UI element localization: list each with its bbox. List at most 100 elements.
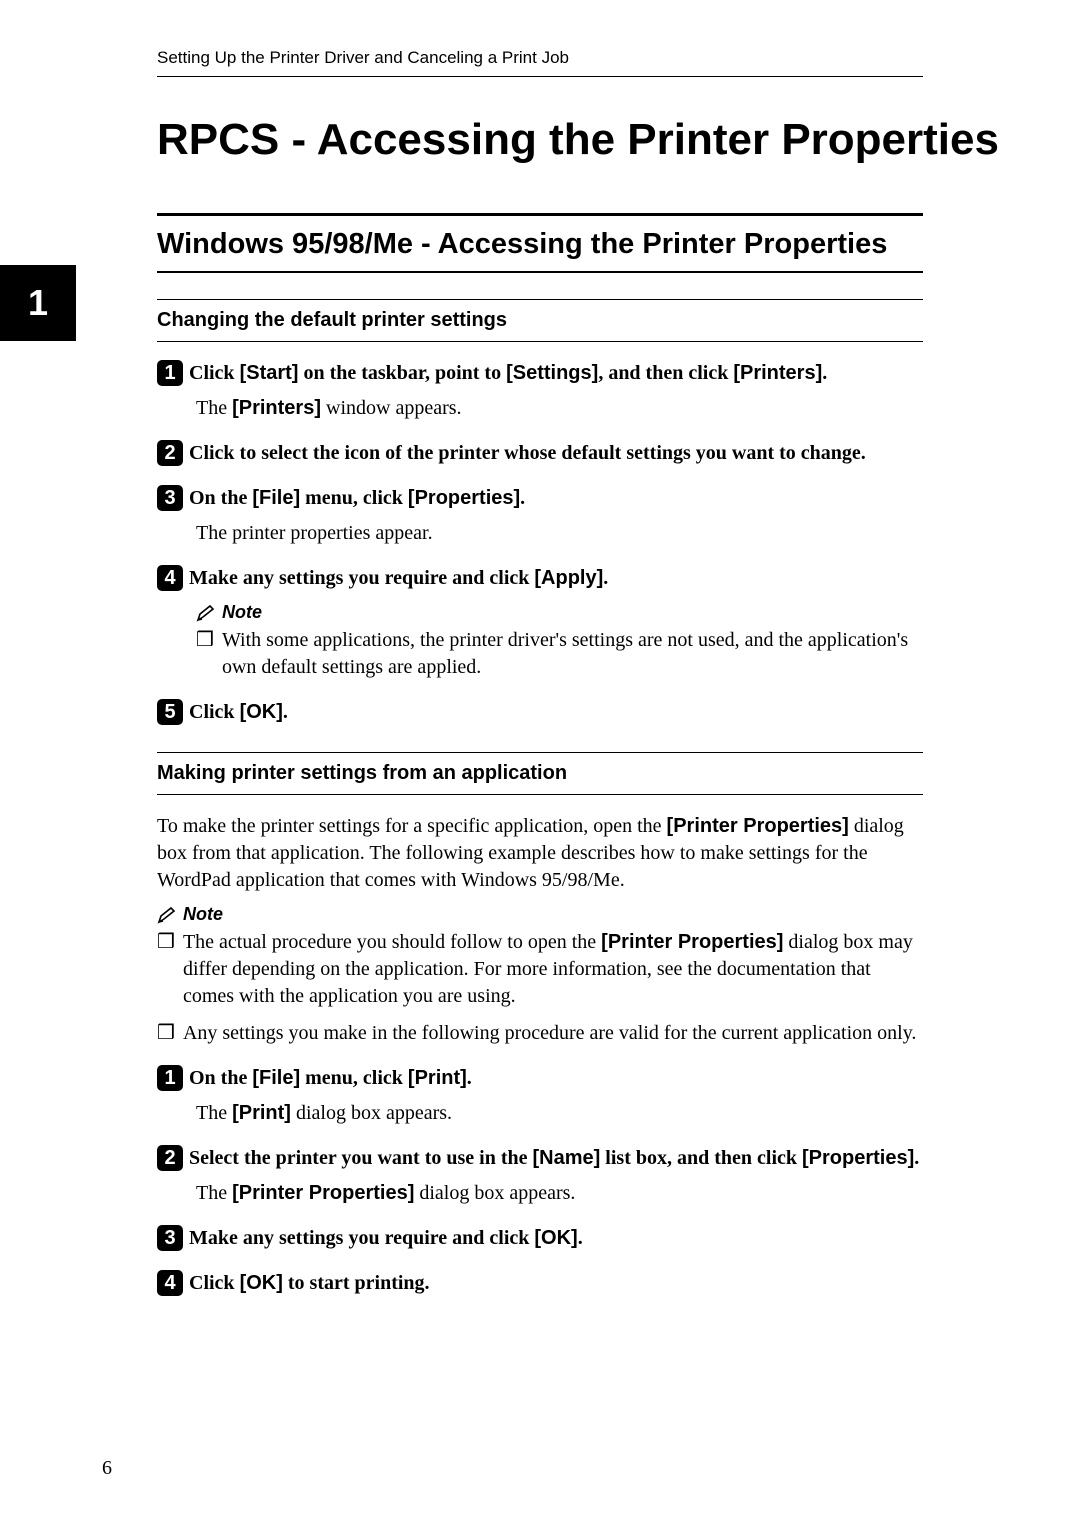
main-title: RPCS - Accessing the Printer Properties <box>157 115 1080 165</box>
step-2: 2 Click to select the icon of the printe… <box>157 440 923 467</box>
t: [Print] <box>232 1102 291 1124</box>
t: menu, click <box>300 487 408 509</box>
note-heading: Note <box>196 602 923 623</box>
t: [Printers] <box>733 362 822 384</box>
pencil-icon <box>196 604 216 622</box>
t: . <box>283 701 288 723</box>
t: , and then click <box>598 362 733 384</box>
s2-step-1-body: The [Print] dialog box appears. <box>196 1100 923 1127</box>
bullet-text: Any settings you make in the following p… <box>183 1020 917 1047</box>
section-title: Windows 95/98/Me - Accessing the Printer… <box>157 213 923 273</box>
t: Click <box>189 362 240 384</box>
t: dialog box appears. <box>291 1102 452 1124</box>
t: . <box>467 1067 472 1089</box>
page-number: 6 <box>102 1457 112 1480</box>
step-num-icon: 3 <box>157 1225 183 1251</box>
t: [Name] <box>533 1147 601 1169</box>
step-1: 1 Click [Start] on the taskbar, point to… <box>157 360 923 387</box>
t: [OK] <box>534 1227 577 1249</box>
t: The <box>196 1182 232 1204</box>
bullet-text: The actual procedure you should follow t… <box>183 929 923 1010</box>
step-4: 4 Make any settings you require and clic… <box>157 565 923 592</box>
note-label: Note <box>222 602 262 623</box>
s2-step-2-text: Select the printer you want to use in th… <box>189 1145 919 1172</box>
t: Click <box>189 1272 240 1294</box>
s2-step-4-text: Click [OK] to start printing. <box>189 1270 430 1297</box>
t: [File] <box>252 1067 300 1089</box>
step-4-text: Make any settings you require and click … <box>189 565 608 592</box>
bullet-text: With some applications, the printer driv… <box>222 627 923 681</box>
t: [Printer Properties] <box>667 815 849 837</box>
step-3-text: On the [File] menu, click [Properties]. <box>189 485 525 512</box>
note-heading-2: Note <box>157 904 923 925</box>
t: [Start] <box>240 362 299 384</box>
s2-step-1-text: On the [File] menu, click [Print]. <box>189 1065 472 1092</box>
t: Make any settings you require and click <box>189 567 534 589</box>
t: [Properties] <box>408 487 520 509</box>
step-num-icon: 2 <box>157 1145 183 1171</box>
step-num-icon: 2 <box>157 440 183 466</box>
t: on the taskbar, point to <box>298 362 506 384</box>
t: window appears. <box>321 397 462 419</box>
step-num-icon: 1 <box>157 360 183 386</box>
subsection-title-1: Changing the default printer settings <box>157 299 923 342</box>
s2-step-3-text: Make any settings you require and click … <box>189 1225 583 1252</box>
s2-step-2: 2 Select the printer you want to use in … <box>157 1145 923 1172</box>
t: Select the printer you want to use in th… <box>189 1147 533 1169</box>
step-num-icon: 5 <box>157 699 183 725</box>
bullet-icon: ❒ <box>157 929 175 1010</box>
t: [Settings] <box>506 362 598 384</box>
s2-step-3: 3 Make any settings you require and clic… <box>157 1225 923 1252</box>
t: dialog box appears. <box>414 1182 575 1204</box>
step-1-body: The [Printers] window appears. <box>196 395 923 422</box>
note-label: Note <box>183 904 223 925</box>
step-1-text: Click [Start] on the taskbar, point to [… <box>189 360 827 387</box>
t: . <box>520 487 525 509</box>
s2-step-4: 4 Click [OK] to start printing. <box>157 1270 923 1297</box>
t: [Properties] <box>802 1147 914 1169</box>
step-3: 3 On the [File] menu, click [Properties]… <box>157 485 923 512</box>
note-bullet-2: ❒ Any settings you make in the following… <box>157 1020 923 1047</box>
t: list box, and then click <box>600 1147 802 1169</box>
t: On the <box>189 1067 252 1089</box>
t: . <box>822 362 827 384</box>
step-2-text: Click to select the icon of the printer … <box>189 440 866 467</box>
header-rule <box>157 76 923 77</box>
step-num-icon: 4 <box>157 1270 183 1296</box>
t: menu, click <box>300 1067 408 1089</box>
intro-paragraph: To make the printer settings for a speci… <box>157 813 923 894</box>
t: . <box>578 1227 583 1249</box>
t: [Print] <box>408 1067 467 1089</box>
chapter-tab-number: 1 <box>28 282 48 324</box>
t: . <box>914 1147 919 1169</box>
step-num-icon: 1 <box>157 1065 183 1091</box>
s2-step-2-body: The [Printer Properties] dialog box appe… <box>196 1180 923 1207</box>
t: The <box>196 397 232 419</box>
t: to start printing. <box>283 1272 430 1294</box>
subsection-title-2: Making printer settings from an applicat… <box>157 752 923 795</box>
step-5: 5 Click [OK]. <box>157 699 923 726</box>
bullet-icon: ❒ <box>157 1020 175 1047</box>
t: [Printer Properties] <box>601 931 783 953</box>
t: The <box>196 1102 232 1124</box>
step-3-body: The printer properties appear. <box>196 520 923 547</box>
bullet-icon: ❒ <box>196 627 214 681</box>
step-num-icon: 4 <box>157 565 183 591</box>
running-header: Setting Up the Printer Driver and Cancel… <box>0 0 1080 68</box>
chapter-tab: 1 <box>0 265 76 341</box>
t: [OK] <box>240 1272 283 1294</box>
t: [OK] <box>240 701 283 723</box>
s2-step-1: 1 On the [File] menu, click [Print]. <box>157 1065 923 1092</box>
t: . <box>603 567 608 589</box>
t: To make the printer settings for a speci… <box>157 815 667 837</box>
t: The actual procedure you should follow t… <box>183 931 601 953</box>
t: Click <box>189 701 240 723</box>
t: On the <box>189 487 252 509</box>
t: [Apply] <box>534 567 603 589</box>
pencil-icon <box>157 906 177 924</box>
t: [Printer Properties] <box>232 1182 414 1204</box>
note-bullet: ❒ With some applications, the printer dr… <box>196 627 923 681</box>
t: Make any settings you require and click <box>189 1227 534 1249</box>
step-num-icon: 3 <box>157 485 183 511</box>
note-bullet-1: ❒ The actual procedure you should follow… <box>157 929 923 1010</box>
